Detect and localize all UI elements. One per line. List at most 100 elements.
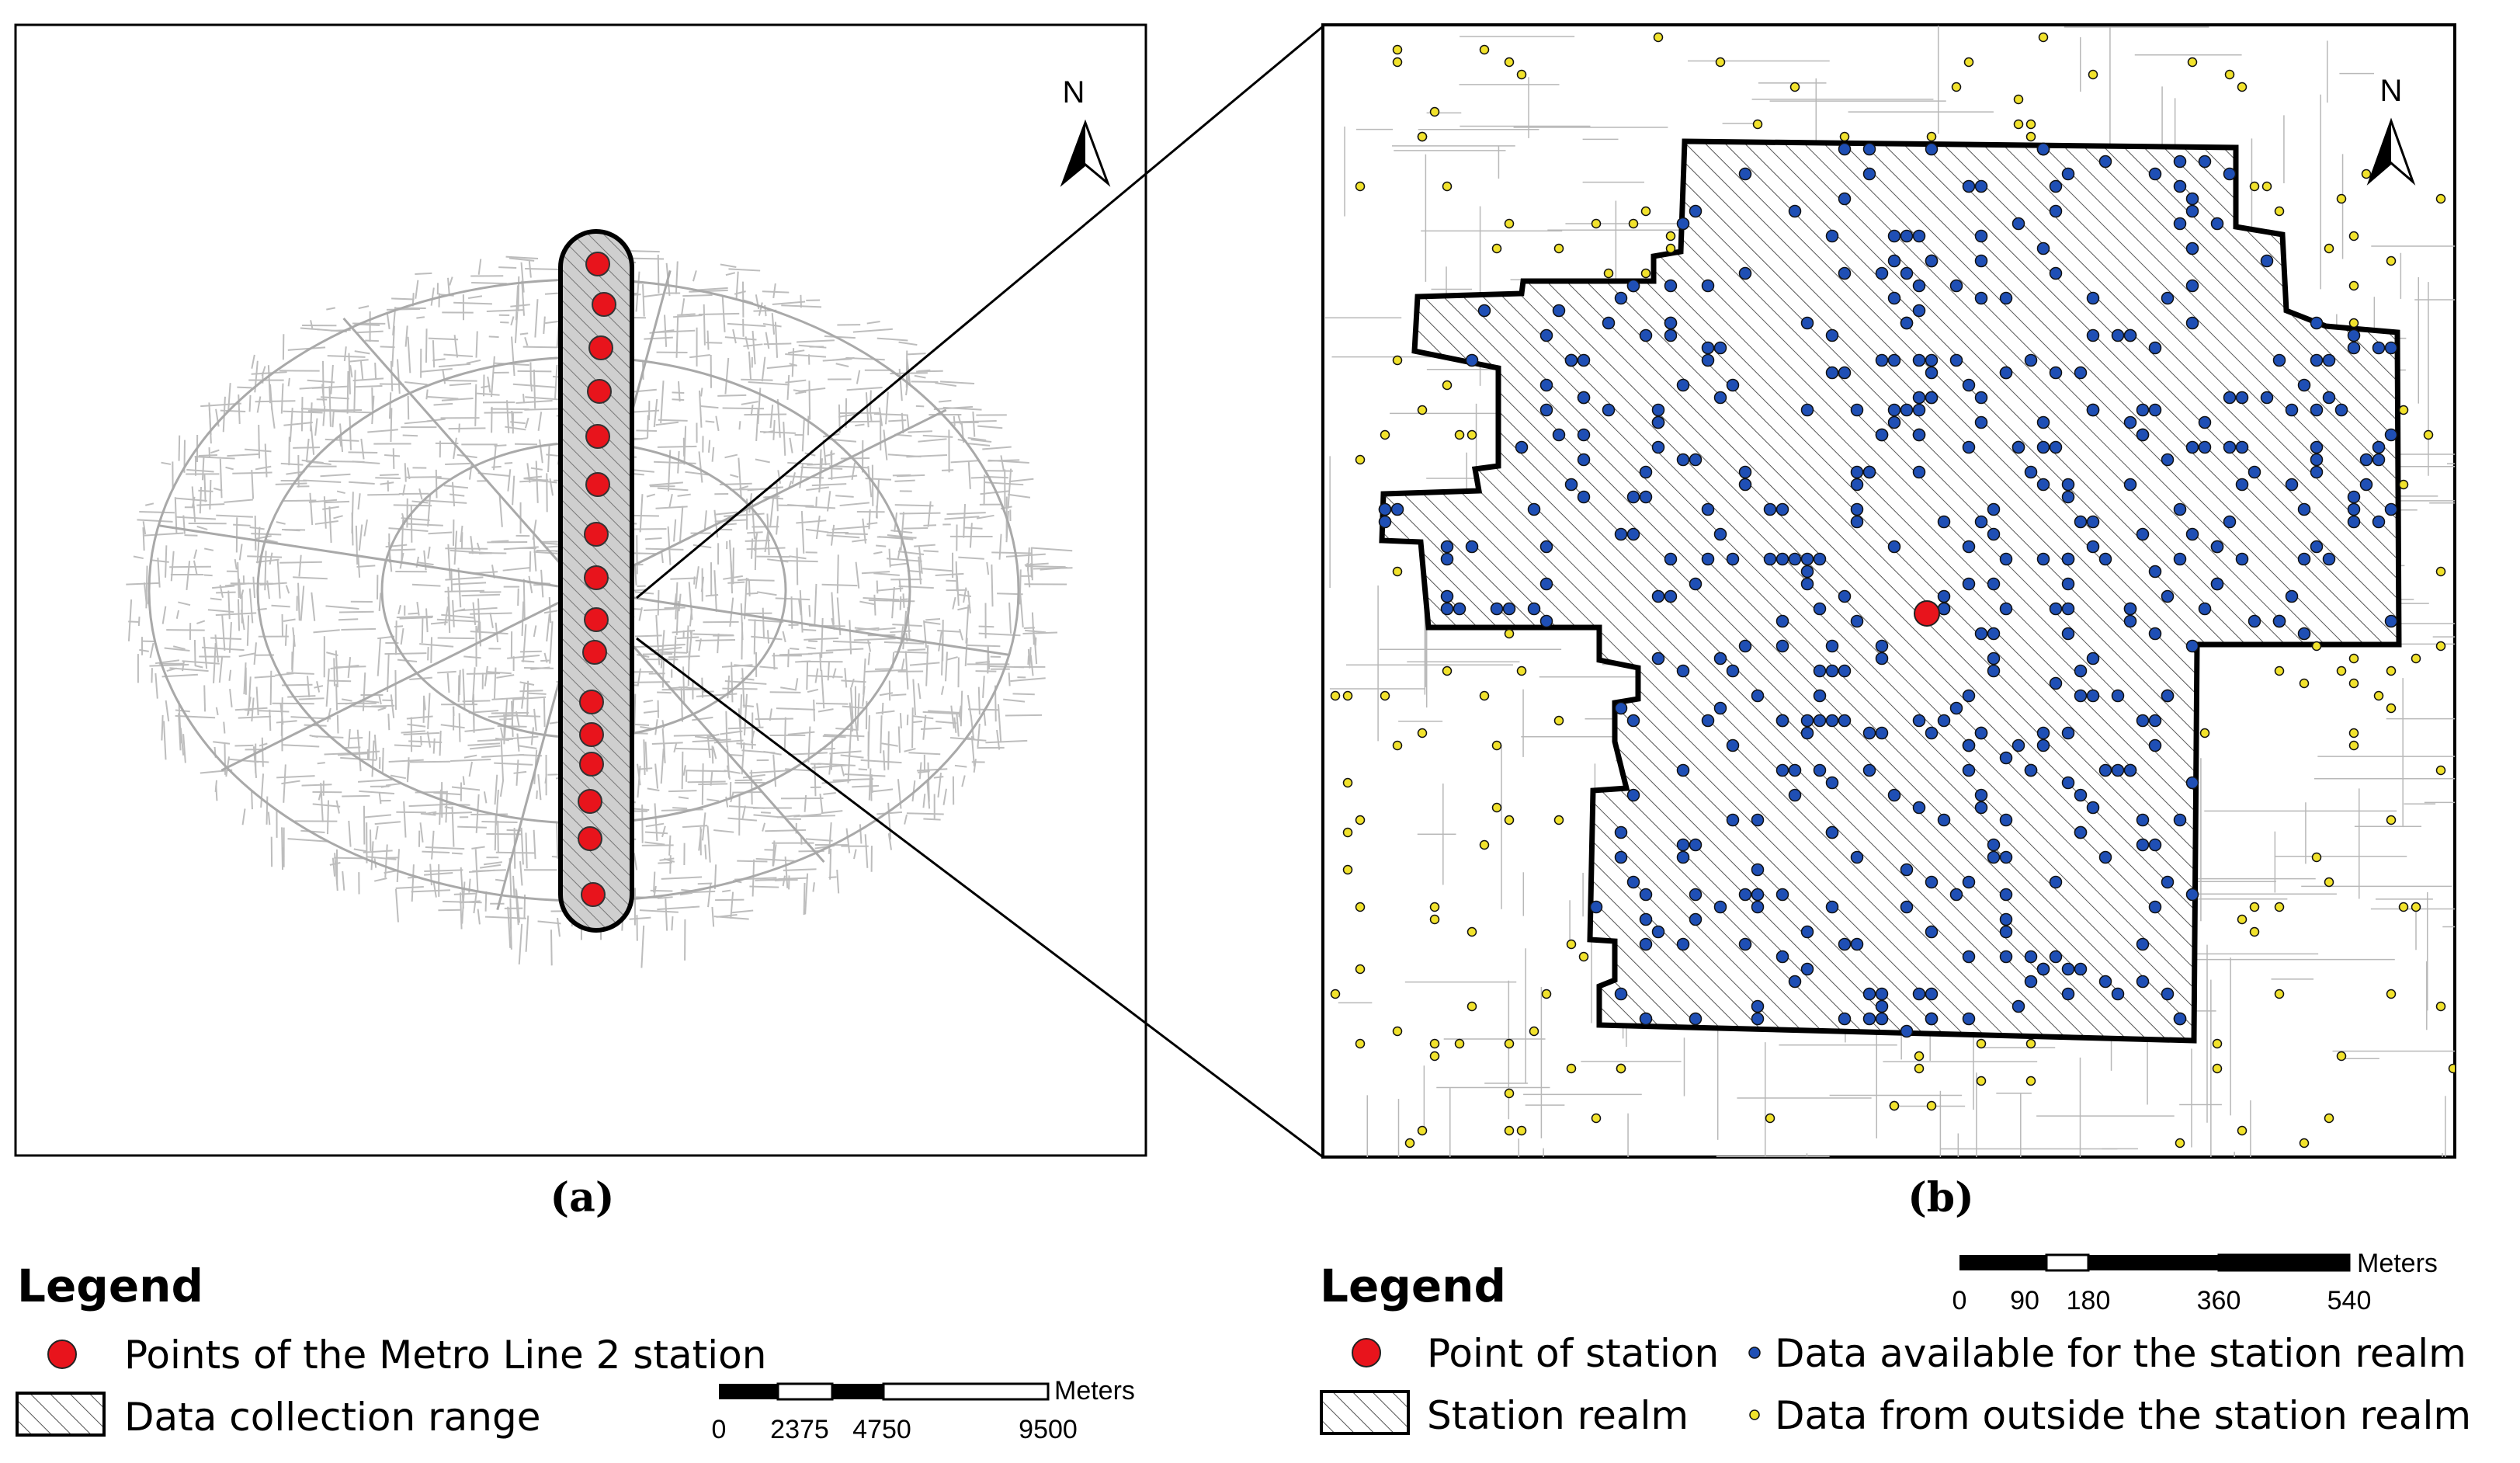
road-segment <box>363 519 368 537</box>
inside-data-point <box>1850 614 1864 628</box>
inside-data-point <box>1751 689 1765 703</box>
road-segment <box>643 700 654 703</box>
inside-data-point <box>1925 1012 1939 1026</box>
inside-data-point <box>1838 664 1852 678</box>
road-segment <box>864 669 907 673</box>
inside-data-point <box>1639 888 1653 902</box>
inside-data-point <box>1838 937 1852 951</box>
scale-b-tick-2: 180 <box>2067 1286 2111 1315</box>
zoom-connector-lines <box>636 25 1324 1159</box>
inside-data-point <box>2384 341 2398 355</box>
outside-data-point <box>1889 1100 1900 1111</box>
road-segment <box>800 815 835 818</box>
road-segment <box>221 614 226 651</box>
inside-data-point <box>1999 888 2013 902</box>
inside-data-point <box>1639 912 1653 926</box>
outside-data-point <box>1516 665 1527 676</box>
road-segment <box>828 474 858 480</box>
inside-data-point <box>1577 391 1591 405</box>
road-segment <box>537 412 543 431</box>
inside-data-point <box>2198 415 2212 429</box>
inside-data-point <box>1800 714 1814 728</box>
road-segment <box>142 521 147 535</box>
inside-data-point <box>1639 465 1653 479</box>
road-segment <box>715 898 745 902</box>
road-segment <box>766 630 770 644</box>
road-segment <box>911 707 914 749</box>
road-segment <box>328 506 332 544</box>
inside-data-point <box>2198 155 2212 169</box>
inside-data-point <box>2148 403 2162 417</box>
road-segment <box>873 412 907 416</box>
inside-data-point <box>1676 763 1690 777</box>
road-segment <box>800 466 843 470</box>
inside-data-point <box>2185 242 2199 255</box>
road-segment <box>428 337 459 341</box>
road-segment <box>384 844 388 878</box>
road-segment <box>1031 547 1073 552</box>
road-segment <box>700 576 705 592</box>
inside-data-point <box>2086 689 2100 703</box>
road-segment <box>713 864 717 890</box>
inside-data-point <box>2260 391 2274 405</box>
inside-data-point <box>2161 689 2175 703</box>
inside-data-point <box>1651 925 1665 939</box>
road-segment <box>463 754 477 759</box>
road-segment <box>244 448 272 453</box>
road-segment <box>659 651 688 654</box>
road-segment <box>215 785 218 801</box>
road-segment <box>821 617 824 659</box>
road-segment <box>1010 677 1046 683</box>
road-segment <box>672 398 685 401</box>
road-segment <box>703 304 706 346</box>
road-segment <box>747 531 763 534</box>
inside-data-point <box>2359 478 2373 492</box>
inside-data-point <box>1689 204 1703 218</box>
inside-data-point <box>1539 378 1553 392</box>
inside-data-point <box>1626 527 1640 541</box>
road-segment <box>520 262 525 293</box>
road-segment <box>238 579 241 599</box>
road-segment <box>965 604 970 644</box>
inside-data-point <box>2024 353 2038 367</box>
road-segment <box>215 707 219 716</box>
road-segment <box>175 610 180 619</box>
road-segment <box>436 618 480 623</box>
road-segment <box>352 460 380 464</box>
road-segment <box>521 280 526 316</box>
road-segment <box>689 289 728 293</box>
road-segment <box>126 582 159 586</box>
road-segment <box>700 387 703 397</box>
inside-data-point <box>1751 888 1765 902</box>
road-segment <box>748 580 751 597</box>
inside-data-point <box>1987 627 2001 641</box>
road-segment <box>966 442 991 447</box>
road-segment <box>724 453 738 459</box>
road-segment <box>986 561 990 575</box>
road-segment <box>741 805 746 819</box>
road-segment <box>639 494 644 533</box>
outside-data-point <box>2411 653 2421 664</box>
road-segment <box>811 764 847 769</box>
road-segment <box>178 601 191 606</box>
road-segment <box>963 526 983 530</box>
road-segment <box>800 510 805 554</box>
road-segment <box>342 871 345 891</box>
road-segment <box>404 381 428 386</box>
inside-data-point <box>1838 589 1852 603</box>
inside-data-point <box>1800 565 1814 579</box>
road-segment <box>724 680 767 685</box>
road-segment <box>787 461 813 465</box>
road-segment <box>824 734 865 738</box>
road-segment <box>255 465 272 471</box>
road-segment <box>161 714 164 741</box>
road-segment <box>855 561 860 589</box>
inside-data-point <box>1862 726 1876 740</box>
road-segment <box>322 506 339 510</box>
road-segment <box>507 655 540 659</box>
road-segment <box>807 688 819 693</box>
road-segment <box>510 304 530 308</box>
road-segment <box>852 784 880 788</box>
road-segment <box>912 720 923 724</box>
road-segment <box>213 642 217 683</box>
